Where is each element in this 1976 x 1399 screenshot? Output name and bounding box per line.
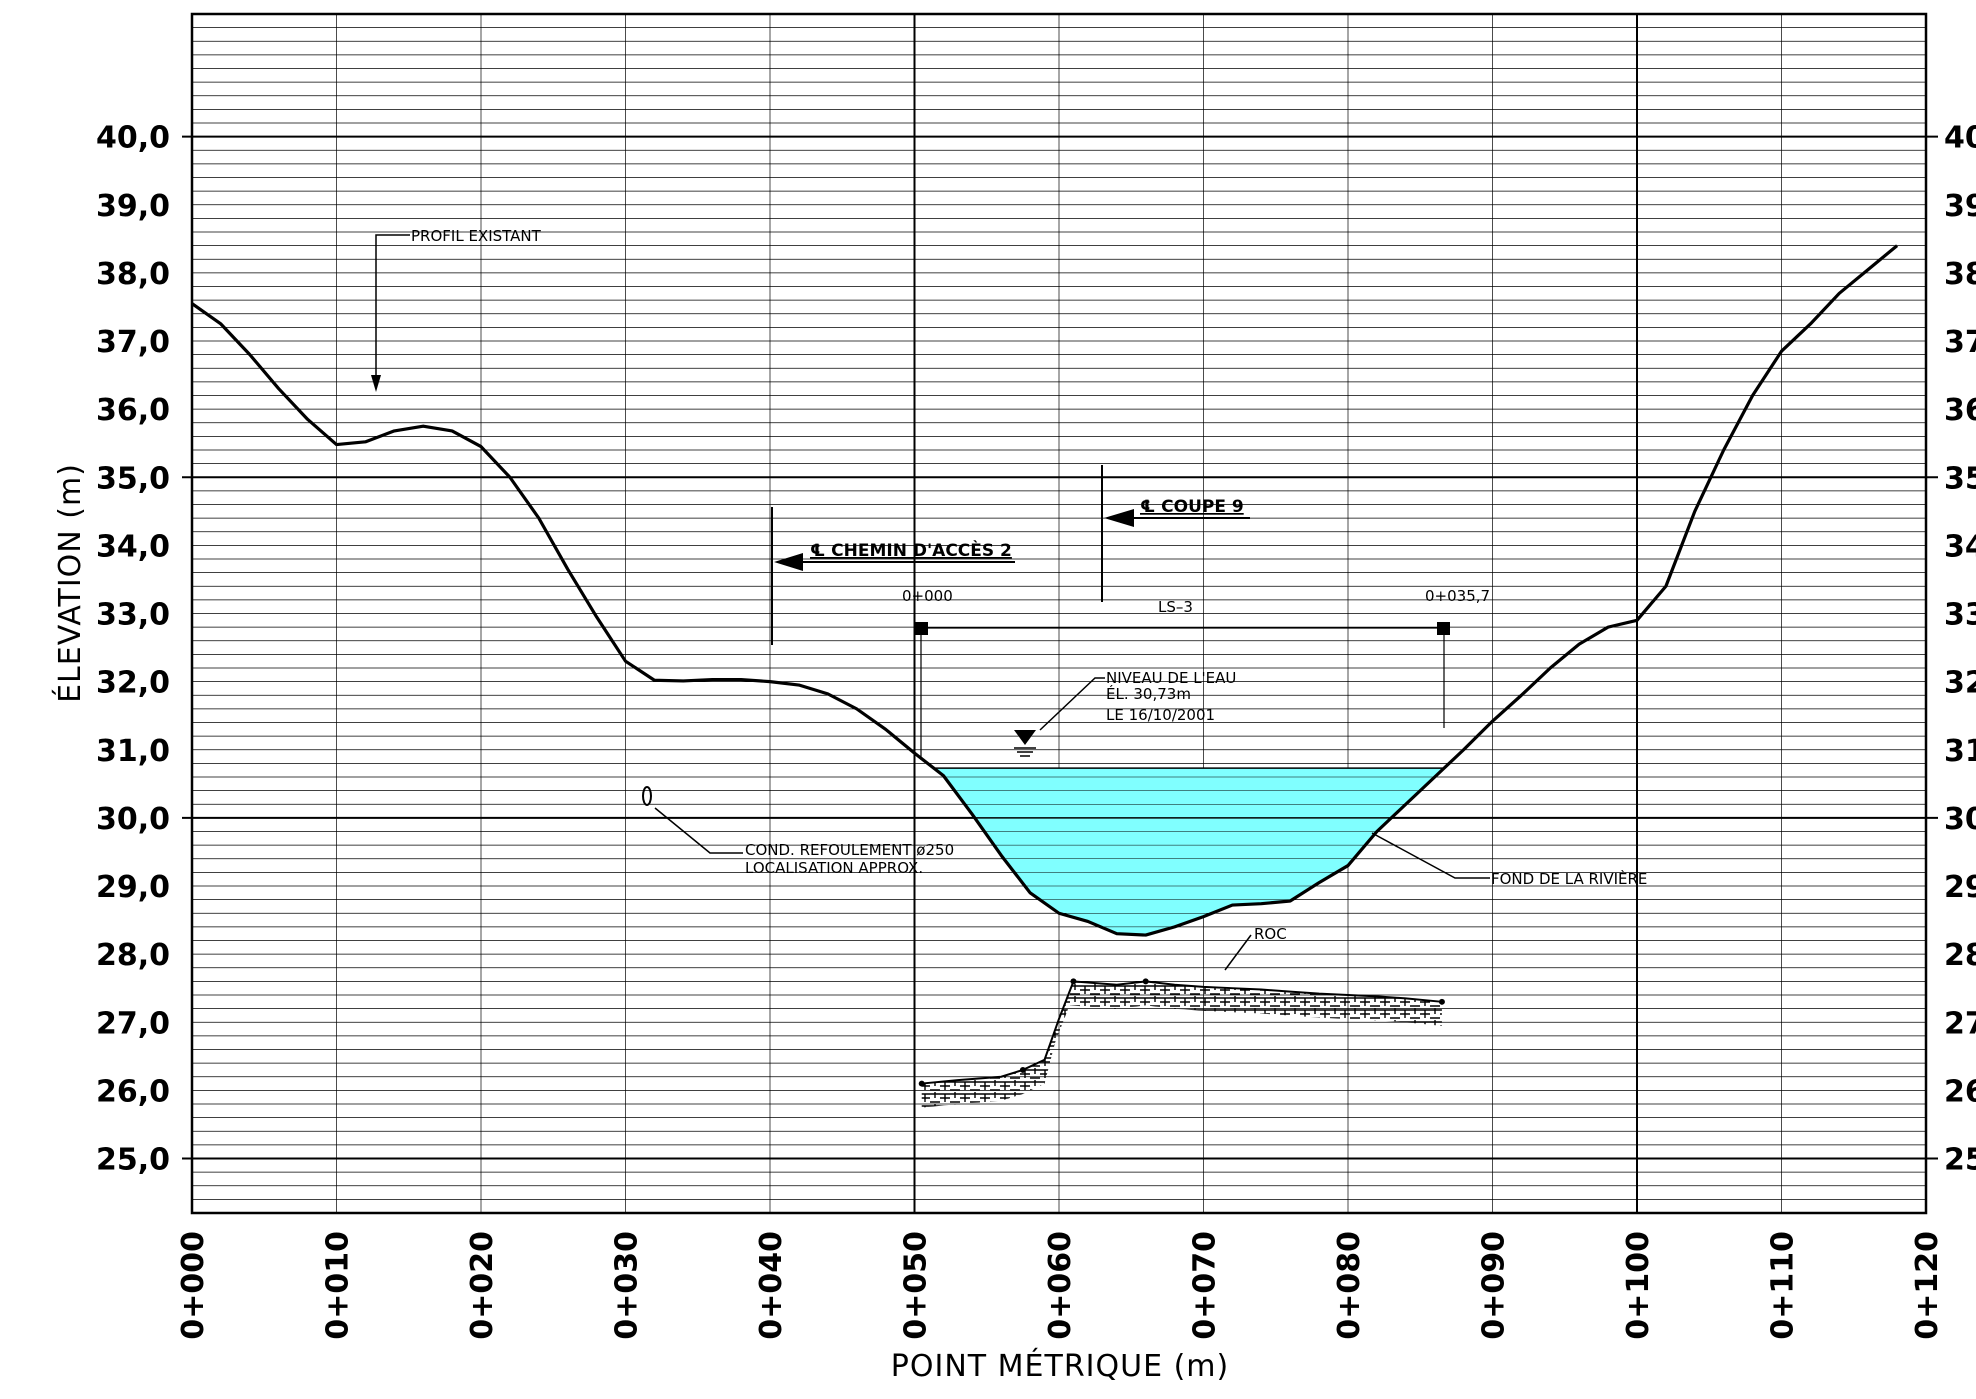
- cond-leader: [654, 807, 743, 854]
- y-tick-label-right: 33: [1944, 598, 1976, 633]
- rock-point: [918, 1080, 925, 1087]
- x-tick-label: 0+000: [176, 1231, 211, 1340]
- y-tick-label-right: 29: [1944, 870, 1976, 905]
- y-tick-label: 37,0: [96, 325, 170, 360]
- y-tick-label: 25,0: [96, 1143, 170, 1178]
- y-tick-label-right: 39: [1944, 189, 1976, 224]
- y-tick-label: 36,0: [96, 393, 170, 428]
- coupe-label: ℄ COUPE 9: [1140, 497, 1244, 517]
- y-tick-label-right: 40: [1944, 121, 1976, 156]
- annotations: PROFIL EXISTANT ℄ CHEMIN D'ACCÈS 2 ℄ COU…: [371, 227, 1647, 971]
- y-tick-label: 28,0: [96, 938, 170, 973]
- plot-frame: [182, 12, 1938, 1215]
- ls-end-label: 0+035,7: [1425, 587, 1490, 605]
- y-tick-label-right: 36: [1944, 393, 1976, 428]
- profil-label: PROFIL EXISTANT: [411, 227, 542, 245]
- y-tick-label-right: 25: [1944, 1143, 1976, 1178]
- ground-profile: [191, 244, 1899, 937]
- y-tick-label-right: 31: [1944, 734, 1976, 769]
- y-axis-ticks-right: 25 26 27 28 29 30 31 32 33 34 35 36 37 38 39 40: [1944, 121, 1976, 1178]
- x-tick-label: 0+040: [754, 1231, 789, 1340]
- x-tick-label: 0+080: [1332, 1231, 1367, 1340]
- y-tick-label: 29,0: [96, 870, 170, 905]
- y-tick-label: 38,0: [96, 257, 170, 292]
- x-tick-label: 0+090: [1477, 1231, 1512, 1340]
- x-tick-label: 0+060: [1043, 1231, 1078, 1340]
- y-tick-label: 30,0: [96, 802, 170, 837]
- profil-leader: [375, 234, 410, 385]
- niveau-label-1: NIVEAU DE L'EAU: [1106, 669, 1236, 687]
- y-tick-label-right: 26: [1944, 1074, 1976, 1109]
- fond-leader: [1371, 832, 1490, 879]
- niveau-leader: [1039, 677, 1105, 731]
- y-axis-title: ÉLEVATION (m): [52, 463, 88, 703]
- y-tick-label-right: 34: [1944, 529, 1976, 564]
- y-axis-ticks: 25,0 26,0 27,0 28,0 29,0 30,0 31,0 32,0 33,0 34,0…: [96, 121, 170, 1178]
- rock-point: [1019, 1066, 1026, 1073]
- y-tick-label: 35,0: [96, 461, 170, 496]
- x-axis-title: POINT MÉTRIQUE (m): [891, 1348, 1229, 1384]
- chemin-arrow-icon: [774, 553, 803, 571]
- cond-label-1: COND. REFOULEMENT ø250: [745, 841, 954, 859]
- x-tick-label: 0+050: [899, 1231, 934, 1340]
- coupe-arrow-icon: [1104, 509, 1134, 527]
- y-tick-label: 34,0: [96, 529, 170, 564]
- x-tick-label: 0+070: [1188, 1231, 1223, 1340]
- ls-name-label: LS–3: [1158, 598, 1193, 616]
- rock-point: [1438, 998, 1445, 1005]
- conduit-symbol: [642, 786, 652, 806]
- ls-end-marker: [1437, 622, 1450, 635]
- rock-point: [1142, 978, 1149, 985]
- y-tick-label-right: 32: [1944, 666, 1976, 701]
- water-fill: [933, 768, 1445, 936]
- rock-point: [1070, 978, 1077, 985]
- profil-arrow-icon: [371, 375, 381, 392]
- x-tick-label: 0+010: [321, 1231, 356, 1340]
- niveau-label-3: LE 16/10/2001: [1106, 706, 1215, 724]
- fond-label: FOND DE LA RIVIÈRE: [1491, 869, 1647, 888]
- rock-layer: [918, 978, 1445, 1108]
- y-tick-label: 26,0: [96, 1074, 170, 1109]
- y-tick-label: 33,0: [96, 598, 170, 633]
- profile-line: [191, 244, 1899, 937]
- x-tick-label: 0+100: [1621, 1231, 1656, 1340]
- y-tick-label: 31,0: [96, 734, 170, 769]
- ls-start-marker: [915, 622, 928, 635]
- roc-label: ROC: [1254, 925, 1287, 943]
- y-tick-label: 27,0: [96, 1006, 170, 1041]
- y-tick-label: 39,0: [96, 189, 170, 224]
- x-tick-label: 0+030: [610, 1231, 645, 1340]
- cond-label-2: LOCALISATION APPROX.: [745, 859, 923, 877]
- x-tick-label: 0+110: [1766, 1231, 1801, 1340]
- x-tick-label: 0+020: [465, 1231, 500, 1340]
- rock-hatch: [921, 981, 1442, 1108]
- x-tick-label: 0+120: [1910, 1231, 1945, 1340]
- chemin-label: ℄ CHEMIN D'ACCÈS 2: [810, 539, 1012, 561]
- plot-border: [190, 12, 1928, 1215]
- y-tick-label-right: 30: [1944, 802, 1976, 837]
- y-tick-label-right: 28: [1944, 938, 1976, 973]
- y-tick-label-right: 27: [1944, 1006, 1976, 1041]
- grid: [191, 13, 1927, 1214]
- y-tick-label-right: 38: [1944, 257, 1976, 292]
- y-tick-label: 40,0: [96, 121, 170, 156]
- y-tick-label: 32,0: [96, 666, 170, 701]
- y-tick-label-right: 37: [1944, 325, 1976, 360]
- water-level-icon: [1014, 730, 1036, 745]
- y-tick-label-right: 35: [1944, 461, 1976, 496]
- niveau-label-2: ÉL. 30,73m: [1106, 684, 1191, 703]
- roc-leader: [1224, 934, 1252, 971]
- ls-start-label: 0+000: [902, 587, 953, 605]
- x-axis-ticks: 0+000 0+010 0+020 0+030 0+040 0+050 0+060 0+070…: [176, 1231, 1945, 1340]
